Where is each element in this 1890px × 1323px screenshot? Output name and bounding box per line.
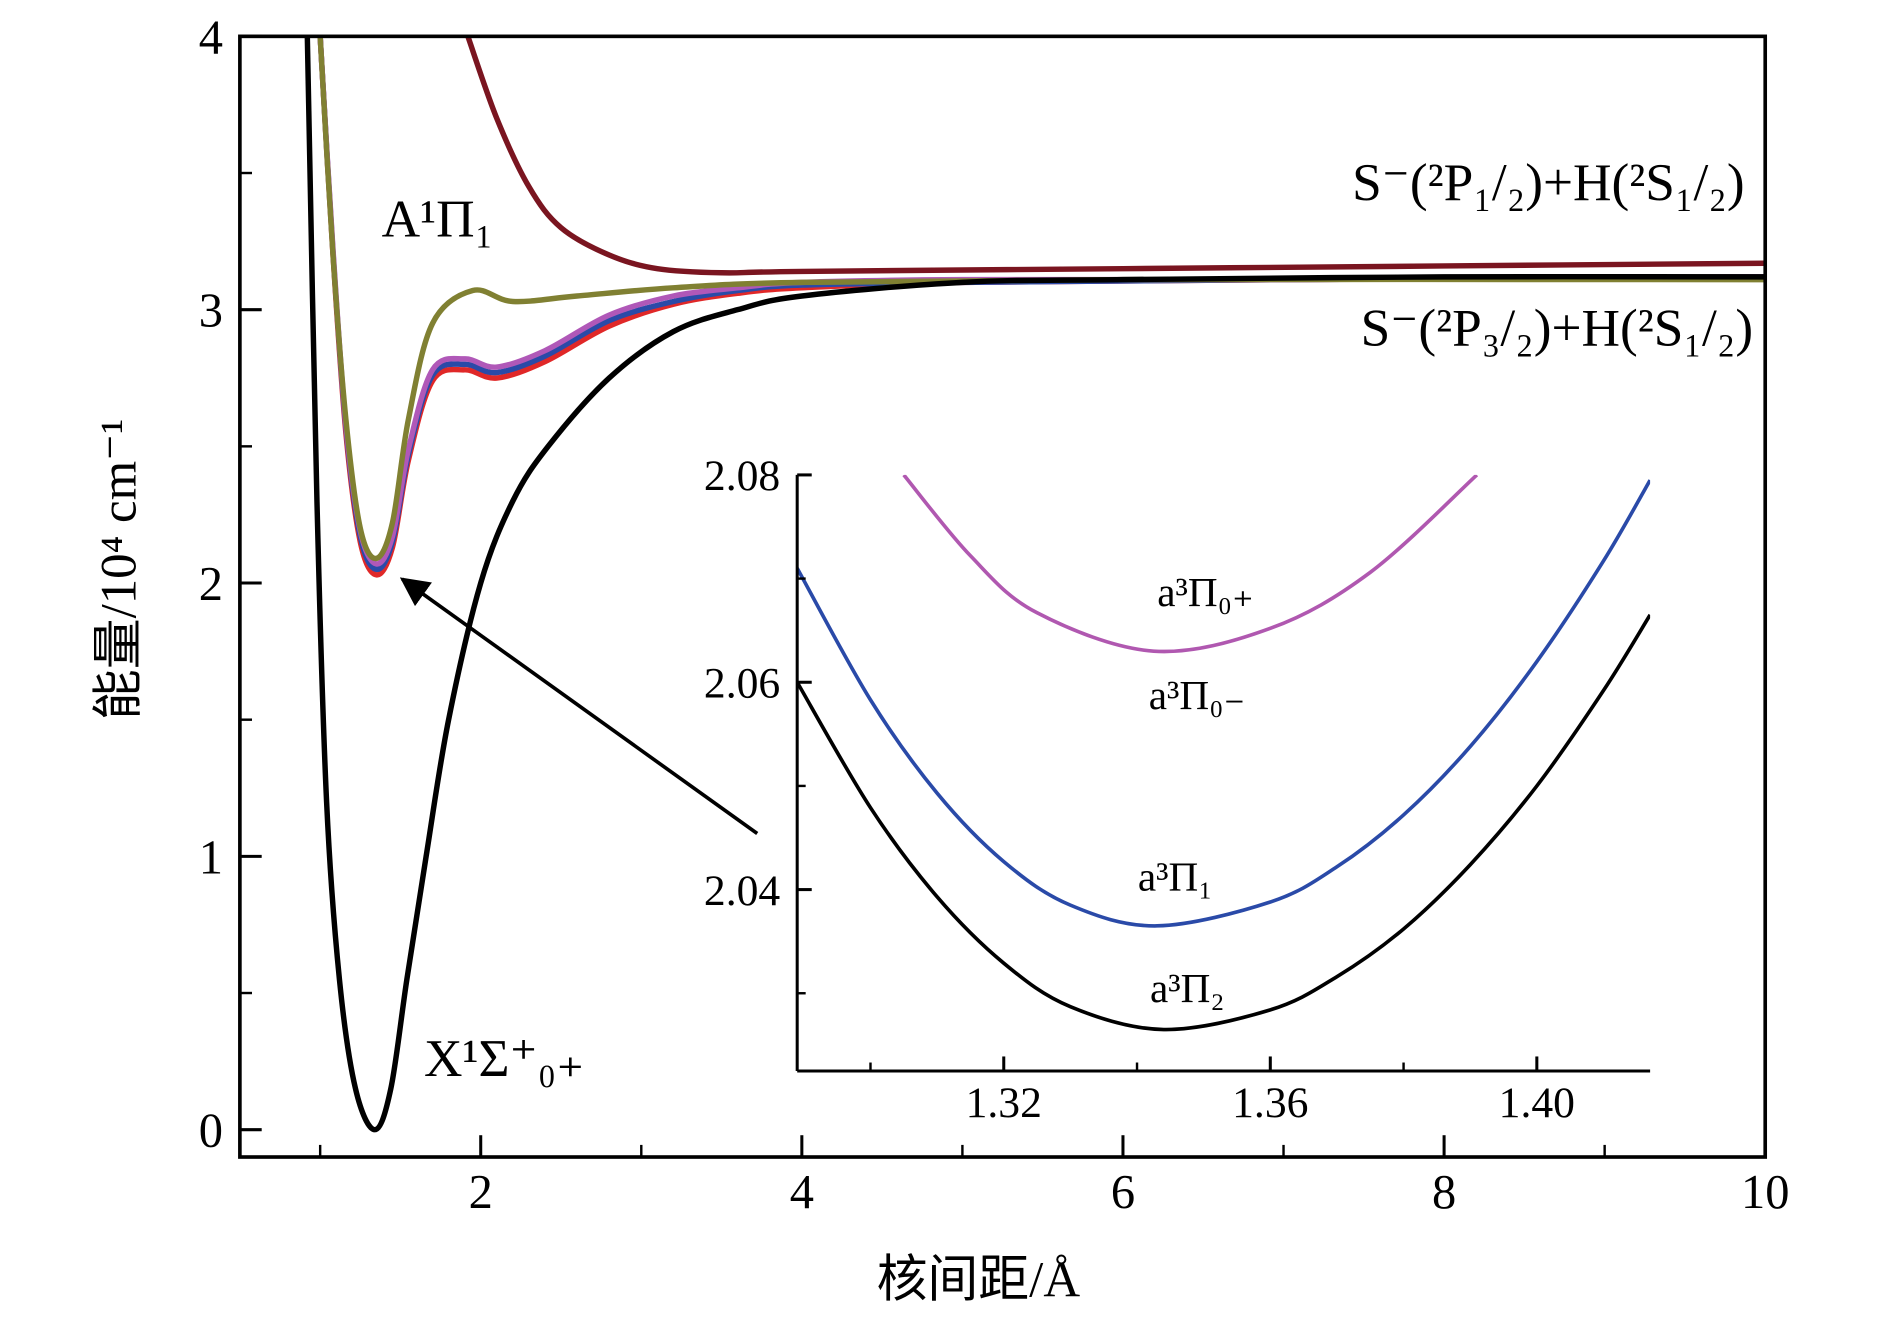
inset-plot: 1.32 1.36 1.40 2.04 2.06 2.08 a³Π₀₊ a³Π₀₋ a³Π₁ a³… xyxy=(704,452,1651,1127)
x-tick-label: 10 xyxy=(1741,1166,1789,1219)
y-axis-label: 能量/10⁴ cm⁻¹ xyxy=(92,419,148,720)
y-tick-label: 4 xyxy=(199,11,223,64)
curve xyxy=(304,36,1766,1133)
y-tick-label: 2 xyxy=(199,558,223,611)
frame xyxy=(238,34,1768,1159)
curve xyxy=(797,479,1651,928)
x-tick-label: 8 xyxy=(1432,1166,1456,1219)
x-tick-label: 1.40 xyxy=(1499,1079,1575,1127)
y-tick-label: 2.06 xyxy=(704,660,780,708)
x-tick-label: 2 xyxy=(469,1166,493,1219)
y-tick-label: 3 xyxy=(199,285,223,338)
annotation: A¹Π₁ xyxy=(382,189,494,248)
x-tick-label: 6 xyxy=(1111,1166,1135,1219)
curve xyxy=(797,613,1651,1032)
x-tick-label: 4 xyxy=(790,1166,814,1219)
annotation: S⁻(²P₃/₂)+H(²S₁/₂) xyxy=(1361,298,1754,357)
y-tick-label: 2.08 xyxy=(704,452,780,500)
curve xyxy=(465,36,1766,276)
annotation: S⁻(²P₁/₂)+H(²S₁/₂) xyxy=(1352,153,1745,212)
annotation: a³Π₂ xyxy=(1150,965,1225,1011)
x-axis-label: 核间距/Å xyxy=(877,1252,1081,1308)
arrow xyxy=(399,577,759,836)
x-tick-label: 1.36 xyxy=(1232,1079,1308,1127)
annotation: a³Π₀₋ xyxy=(1149,672,1245,718)
annotation: X¹Σ⁺₀₊ xyxy=(424,1029,584,1088)
annotation: a³Π₀₊ xyxy=(1157,569,1253,615)
x-tick-label: 1.32 xyxy=(966,1079,1042,1127)
curve xyxy=(902,474,1479,654)
y-tick-label: 1 xyxy=(199,831,223,884)
plot-area xyxy=(797,474,1651,1071)
annotation: a³Π₁ xyxy=(1138,853,1213,899)
y-tick-label: 0 xyxy=(199,1105,223,1158)
y-tick-label: 2.04 xyxy=(704,867,781,915)
